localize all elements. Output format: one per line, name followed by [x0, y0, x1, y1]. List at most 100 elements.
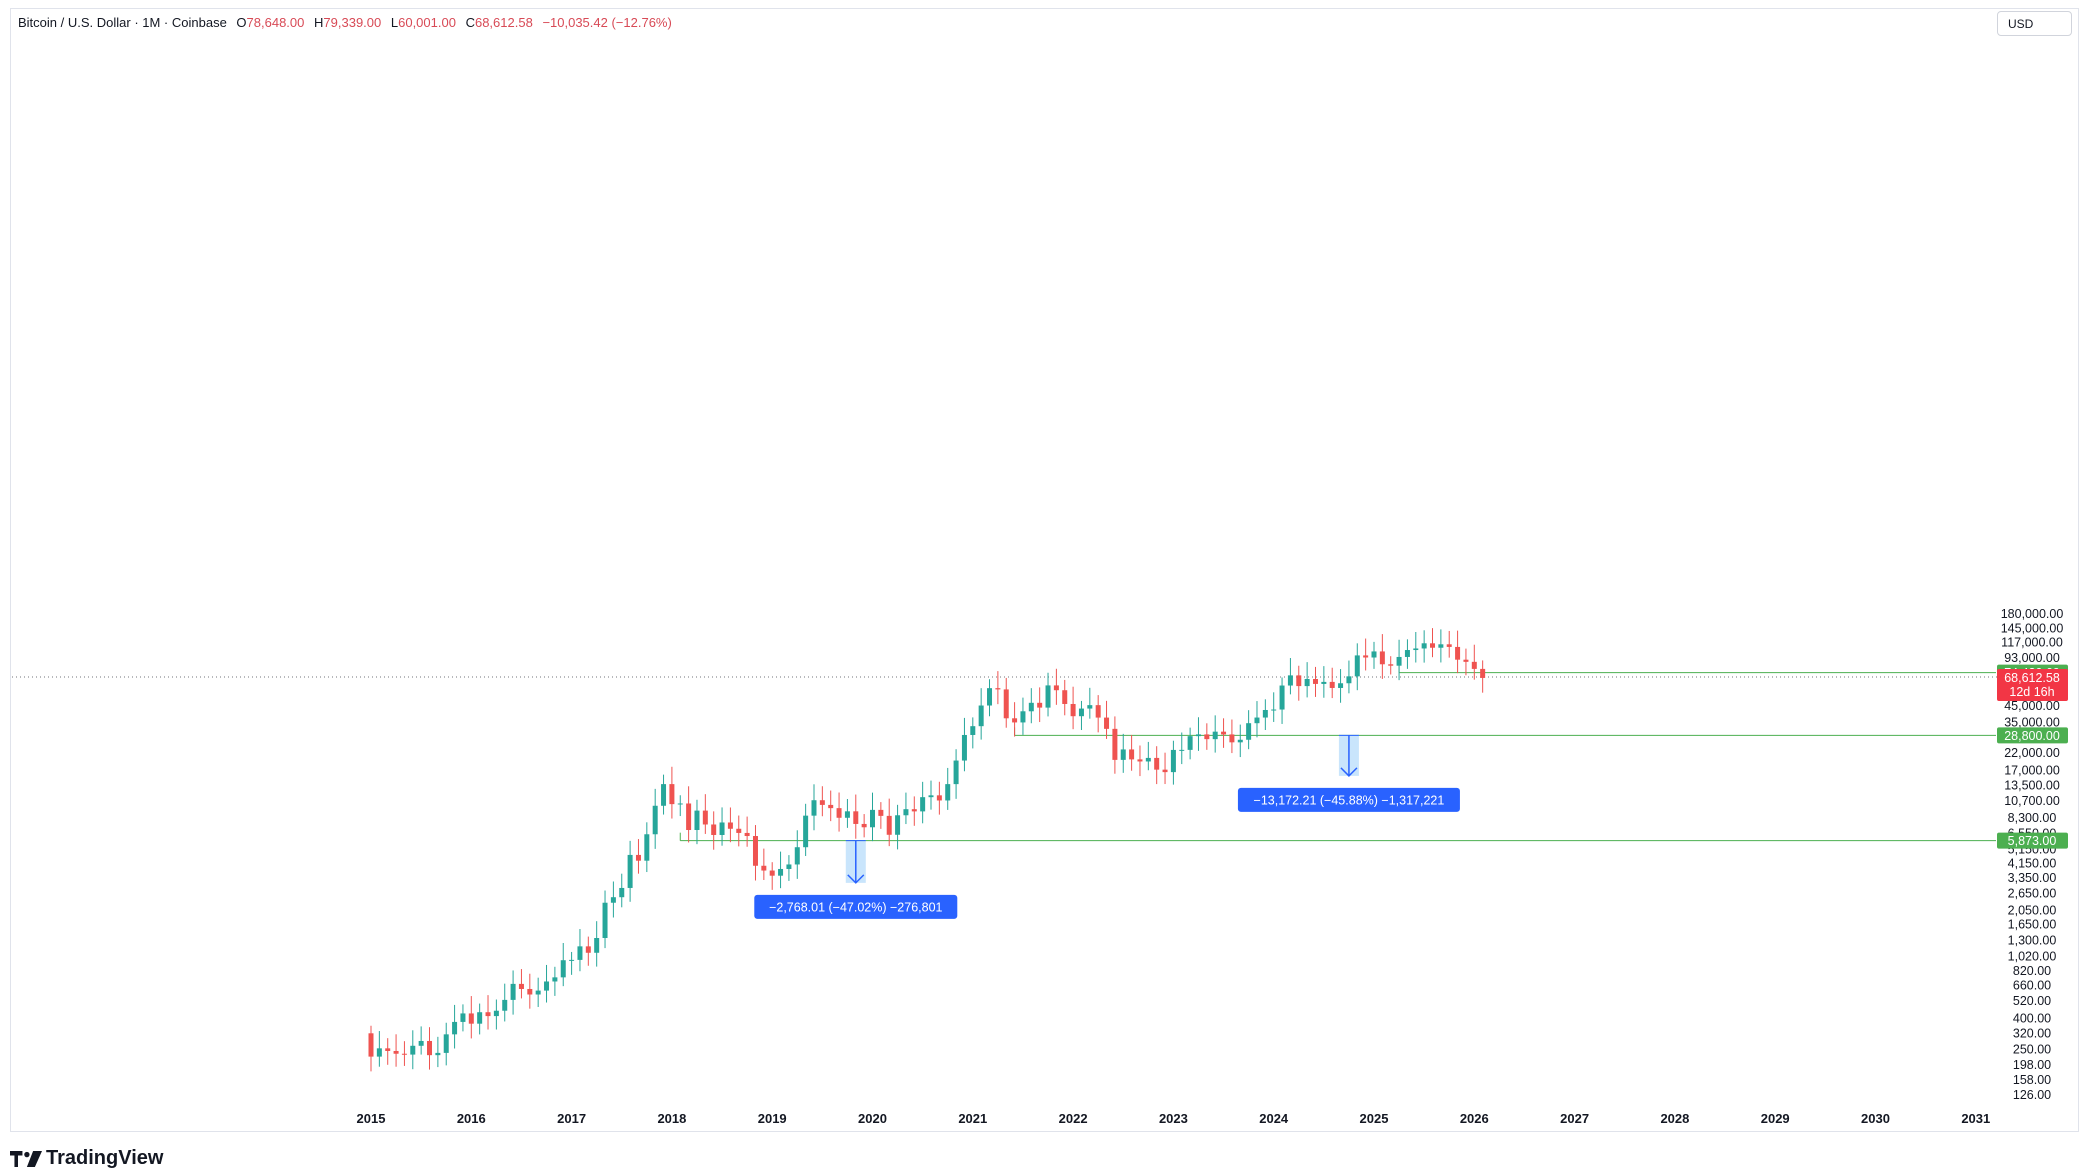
y-axis-tick-label: 17,000.00 — [2004, 763, 2060, 777]
candle-body — [452, 1021, 458, 1035]
ohlc-high-value: 79,339.00 — [323, 15, 382, 30]
symbol-legend: Bitcoin / U.S. Dollar · 1M · Coinbase O7… — [18, 15, 672, 30]
measure-label-bg — [754, 894, 958, 919]
candle-body — [560, 960, 566, 978]
candle-body — [987, 688, 993, 706]
brand-name: TradingView — [46, 1147, 164, 1169]
candle-body — [1254, 717, 1260, 724]
candle-body — [1413, 648, 1419, 651]
x-axis-tick-label: 2023 — [1159, 1111, 1188, 1126]
candle-body — [376, 1048, 382, 1057]
y-axis-tick-label: 13,500.00 — [2004, 779, 2060, 793]
candle-body — [1296, 675, 1302, 687]
candle-body — [1446, 644, 1452, 647]
candle-body — [1104, 717, 1110, 729]
candle-body — [627, 854, 633, 888]
candle-body — [903, 809, 909, 816]
price-range-measure: −13,172.21 (−45.88%) −1,317,221 — [1237, 734, 1460, 812]
candle-body — [435, 1052, 441, 1056]
x-axis-tick-label: 2021 — [958, 1111, 987, 1126]
level-price-badge: 5,873.00 — [1997, 832, 2068, 849]
candle-body — [961, 734, 967, 761]
candle-body — [1246, 723, 1252, 740]
candle-body — [427, 1040, 433, 1056]
candle-body — [844, 811, 850, 818]
candle-body — [1346, 676, 1352, 684]
level-price-badge-text: 28,800.00 — [2004, 729, 2060, 743]
candle-body — [811, 800, 817, 816]
x-axis-tick-label: 2026 — [1460, 1111, 1489, 1126]
candle-body — [652, 805, 658, 835]
candle-body — [1212, 731, 1218, 740]
y-axis-tick-label: 1,650.00 — [2008, 918, 2057, 932]
tradingview-logo-icon — [10, 1150, 42, 1167]
x-axis-tick-label: 2024 — [1259, 1111, 1289, 1126]
candle-body — [928, 795, 934, 798]
candle-body — [1279, 685, 1285, 710]
candle-body — [1262, 709, 1268, 718]
symbol-title: Bitcoin / U.S. Dollar · 1M · Coinbase — [18, 15, 227, 30]
candle-body — [719, 822, 725, 835]
candle-body — [895, 815, 901, 835]
candle-body — [1271, 709, 1277, 711]
candle-body — [569, 959, 575, 961]
x-axis-tick-label: 2018 — [657, 1111, 686, 1126]
candle-body — [1396, 656, 1402, 666]
measure-arrow-head — [1340, 767, 1358, 777]
y-axis-tick-label: 2,050.00 — [2008, 903, 2057, 917]
y-axis-tick-label: 4,150.00 — [2008, 857, 2057, 871]
candle-body — [1020, 711, 1026, 723]
x-axis-tick-label: 2029 — [1761, 1111, 1790, 1126]
candle-body — [1312, 678, 1318, 684]
x-axis-tick-label: 2016 — [457, 1111, 486, 1126]
candle-body — [794, 847, 800, 865]
candle-body — [752, 836, 758, 866]
candle-body — [510, 983, 516, 1000]
y-axis-tick-label: 1,020.00 — [2008, 950, 2057, 964]
candle-body — [819, 800, 825, 805]
candle-body — [970, 726, 976, 735]
candle-body — [577, 946, 583, 960]
candle-body — [1379, 651, 1385, 665]
chart-frame — [10, 8, 2079, 1132]
candle-body — [711, 824, 717, 835]
tradingview-brand[interactable]: TradingView — [10, 1147, 163, 1170]
y-axis-tick-label: 660.00 — [2013, 978, 2051, 992]
y-axis-tick-label: 3,350.00 — [2008, 871, 2057, 885]
x-axis-tick-label: 2019 — [758, 1111, 787, 1126]
candle-body — [778, 868, 784, 876]
candle-body — [669, 784, 675, 805]
candle-body — [401, 1053, 407, 1055]
candle-body — [1329, 681, 1335, 688]
y-axis-tick-label: 820.00 — [2013, 964, 2051, 978]
y-axis-tick-label: 117,000.00 — [2001, 636, 2063, 650]
ohlc-close-value: 68,612.58 — [474, 15, 533, 30]
candle-body — [468, 1013, 474, 1024]
candle-body — [677, 803, 683, 805]
currency-selector[interactable]: USD — [1997, 11, 2072, 36]
ohlc-close-label: C — [465, 15, 475, 30]
candle-body — [1154, 757, 1160, 770]
candle-body — [1087, 705, 1093, 709]
measure-arrow-head — [847, 874, 865, 884]
ohlc-open-value: 78,648.00 — [246, 15, 305, 30]
candle-body — [1430, 643, 1436, 648]
candle-body — [1145, 757, 1151, 762]
candle-body — [661, 784, 667, 806]
candle-body — [853, 811, 859, 824]
x-axis-tick-label: 2027 — [1560, 1111, 1589, 1126]
candle-body — [1404, 650, 1410, 657]
candle-body — [1095, 705, 1101, 718]
candle-body — [1229, 734, 1235, 743]
price-range-measure: −2,768.01 (−47.02%) −276,801 — [754, 840, 958, 919]
ohlc-low-label: L — [390, 15, 399, 30]
x-axis-tick-label: 2030 — [1861, 1111, 1890, 1126]
candle-body — [920, 797, 926, 812]
candle-body — [1388, 664, 1394, 666]
candle-body — [393, 1050, 399, 1054]
y-axis-tick-label: 35,000.00 — [2004, 716, 2060, 730]
ohlc-high-label: H — [314, 15, 324, 30]
candle-body — [1053, 685, 1059, 691]
